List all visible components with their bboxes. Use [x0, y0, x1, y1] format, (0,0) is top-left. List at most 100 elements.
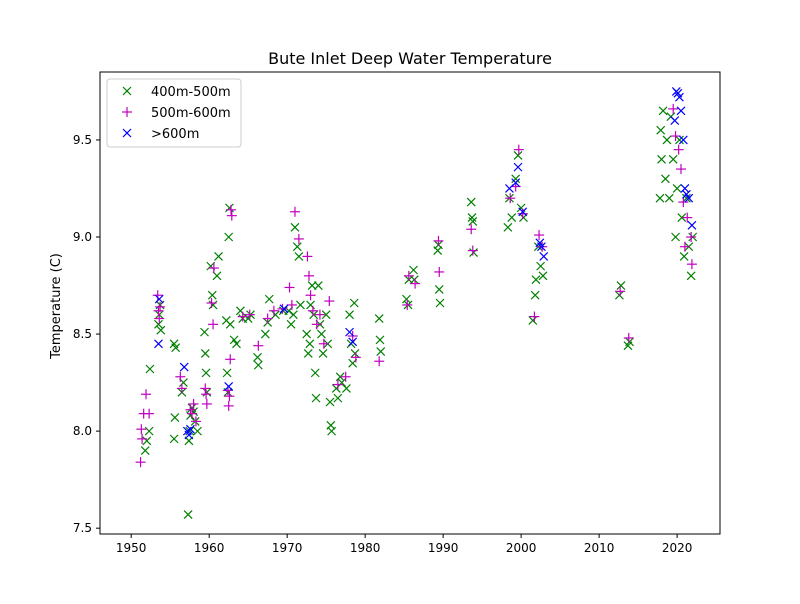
data-point — [467, 245, 478, 256]
data-point — [179, 362, 189, 372]
data-point — [310, 368, 320, 378]
data-point — [135, 457, 146, 468]
data-point — [303, 349, 313, 358]
data-point — [244, 309, 255, 320]
legend-box — [106, 78, 242, 148]
data-point — [142, 436, 152, 446]
data-point — [296, 300, 305, 310]
data-point — [262, 313, 273, 324]
data-point — [687, 220, 697, 230]
data-point — [214, 251, 223, 261]
data-point — [154, 339, 163, 349]
legend-marker — [122, 86, 132, 96]
data-point — [469, 248, 478, 257]
x-tick-label: 1990 — [428, 541, 459, 555]
data-point — [350, 352, 361, 363]
data-point — [518, 207, 528, 217]
data-point — [686, 259, 697, 270]
data-point — [140, 446, 150, 455]
data-point — [466, 224, 477, 235]
legend-label: >600m — [151, 127, 199, 142]
data-point — [684, 193, 694, 203]
data-point — [304, 270, 315, 281]
data-point — [224, 391, 235, 402]
data-point — [623, 332, 634, 343]
chart-title: Bute Inlet Deep Water Temperature — [268, 49, 552, 68]
data-point — [207, 290, 217, 300]
data-point — [193, 426, 202, 436]
data-point — [503, 222, 513, 232]
data-point — [136, 424, 147, 435]
data-point — [311, 393, 321, 403]
data-point — [513, 162, 523, 172]
data-point — [232, 339, 241, 349]
data-point — [678, 197, 689, 208]
data-point — [324, 296, 335, 307]
data-point — [225, 354, 236, 365]
data-point — [144, 408, 155, 419]
data-point — [675, 135, 684, 145]
data-point — [307, 281, 317, 290]
data-point — [616, 281, 626, 290]
data-point — [345, 327, 354, 337]
data-point — [670, 116, 680, 125]
series-2 — [135, 103, 697, 468]
data-point — [223, 400, 234, 411]
data-point — [345, 310, 354, 320]
data-point — [271, 310, 280, 320]
axes-frame — [99, 71, 721, 535]
data-point — [293, 233, 304, 244]
data-point — [284, 282, 295, 293]
data-point — [676, 106, 686, 116]
data-point — [402, 299, 413, 310]
data-point — [513, 144, 524, 155]
data-point — [200, 383, 211, 394]
data-point — [288, 310, 298, 320]
data-point — [277, 303, 288, 314]
data-point — [144, 426, 154, 436]
legend-item: 400m-500m — [122, 85, 231, 100]
y-tick-label: 9.0 — [73, 230, 92, 244]
data-point — [156, 325, 166, 335]
y-tick-label: 9.5 — [73, 133, 92, 147]
data-point — [224, 382, 234, 391]
x-tick-label: 1980 — [350, 541, 381, 555]
data-point — [226, 204, 237, 215]
data-point — [342, 383, 351, 393]
legend-label: 500m-600m — [151, 106, 231, 121]
data-point — [511, 178, 521, 188]
data-point — [289, 206, 300, 217]
data-point — [200, 349, 210, 358]
legend-marker — [122, 107, 132, 117]
data-point — [201, 389, 212, 400]
data-point — [145, 364, 155, 374]
data-point — [176, 383, 187, 394]
data-point — [668, 103, 679, 114]
data-point — [348, 337, 358, 347]
data-point — [225, 319, 235, 329]
x-tick-label: 1970 — [272, 541, 303, 555]
data-point — [468, 217, 478, 226]
data-point — [403, 270, 414, 281]
data-point — [317, 329, 326, 339]
data-point — [206, 298, 217, 308]
data-point — [208, 300, 218, 310]
y-tick-label: 8.0 — [73, 424, 92, 438]
data-point — [676, 164, 687, 175]
series-3 — [154, 86, 697, 440]
data-point — [433, 235, 444, 246]
data-point — [200, 327, 209, 337]
data-point — [682, 212, 693, 223]
data-point — [237, 311, 248, 322]
data-point — [682, 189, 691, 199]
data-point — [435, 298, 445, 308]
data-point — [349, 298, 359, 308]
data-point — [201, 368, 211, 378]
data-point — [530, 290, 540, 300]
data-point — [184, 430, 194, 440]
data-point — [679, 251, 689, 261]
data-point — [434, 266, 445, 277]
data-point — [294, 251, 304, 261]
